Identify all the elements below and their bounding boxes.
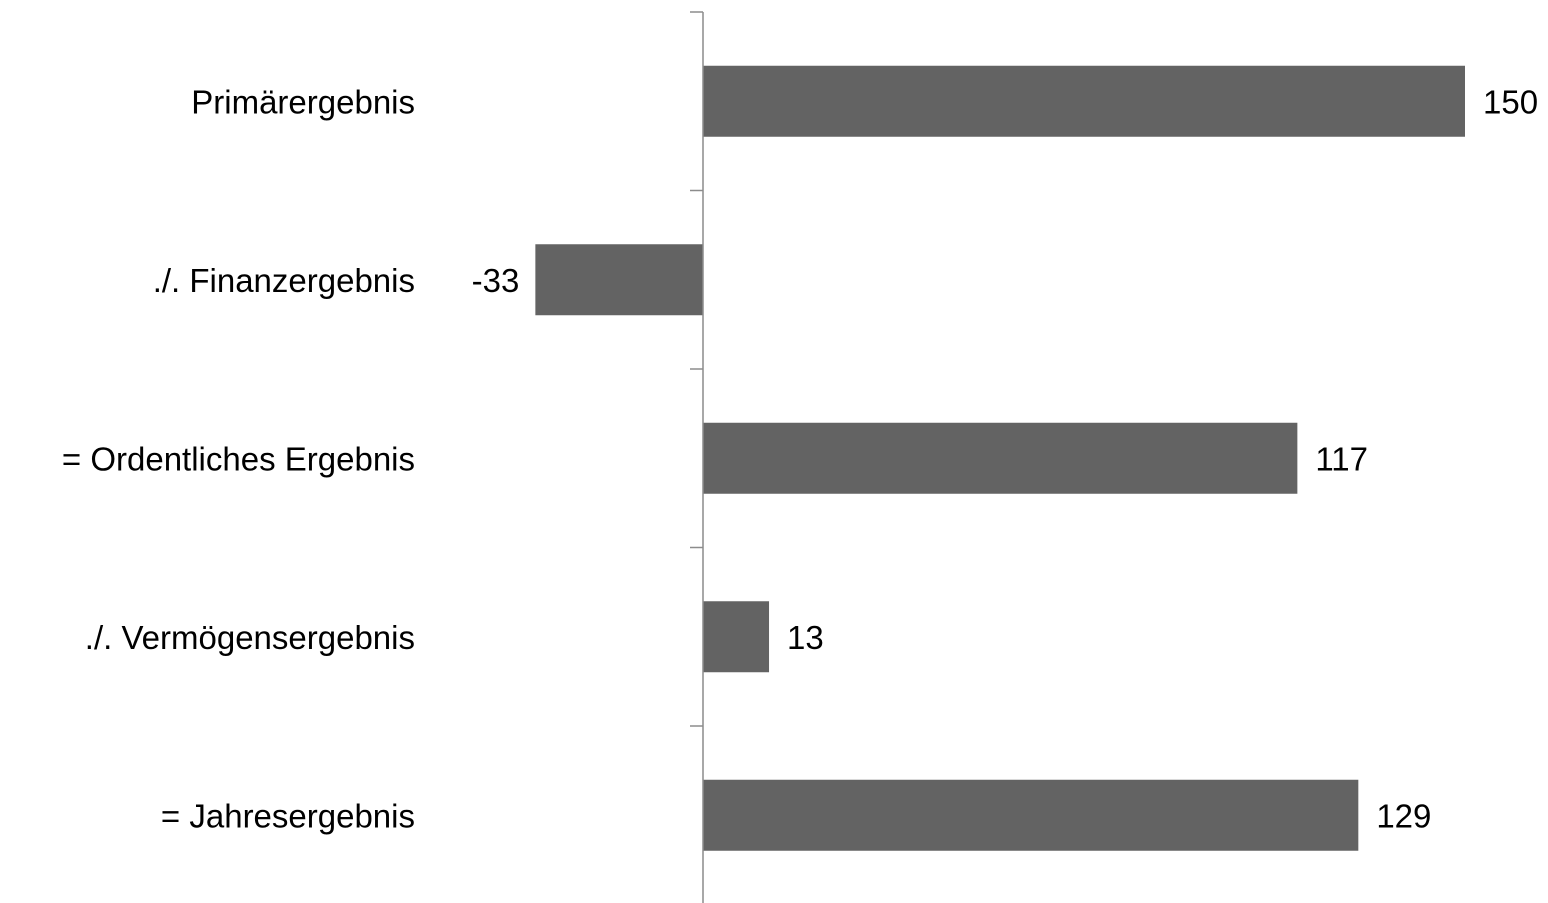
category-label-2: = Ordentliches Ergebnis [62, 440, 415, 477]
value-label-0: 150 [1483, 83, 1538, 120]
category-label-1: ./. Finanzergebnis [153, 262, 415, 299]
bars-group [535, 65, 1465, 851]
bar-1 [535, 244, 703, 316]
category-label-0: Primärergebnis [191, 83, 415, 120]
value-label-3: 13 [787, 619, 824, 656]
bar-3 [703, 601, 770, 673]
category-label-4: = Jahresergebnis [161, 797, 415, 834]
value-label-2: 117 [1315, 440, 1368, 477]
category-labels: Primärergebnis ./. Finanzergebnis = Ordent… [62, 83, 415, 834]
value-label-4: 129 [1376, 797, 1431, 834]
category-axis [690, 11, 704, 903]
value-labels: 150 -33 117 13 129 [472, 83, 1538, 834]
value-label-1: -33 [472, 262, 520, 299]
bar-2 [703, 422, 1298, 494]
bar-4 [703, 779, 1359, 851]
category-label-3: ./. Vermögensergebnis [85, 619, 415, 656]
bar-0 [703, 65, 1465, 137]
